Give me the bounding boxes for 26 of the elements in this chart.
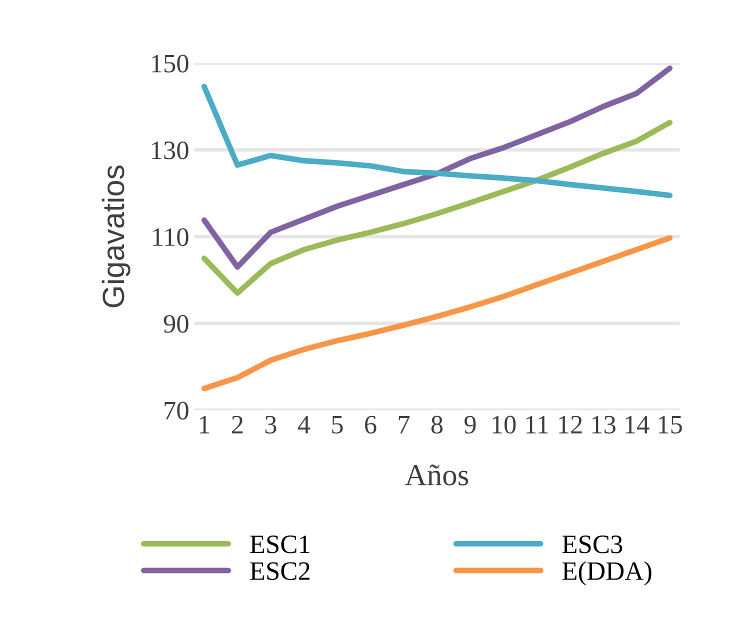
x-axis-title: Años: [405, 464, 468, 486]
x-tick-label: 3: [265, 416, 276, 434]
x-tick-label: 4: [298, 416, 310, 434]
x-tick-label: 8: [431, 416, 443, 434]
x-tick-label: 5: [332, 416, 343, 434]
y-axis-title: Gigavatios: [102, 166, 130, 308]
x-tick-label: 14: [626, 416, 650, 434]
y-tick-label: 70: [164, 402, 188, 420]
x-tick-label: 2: [232, 416, 243, 434]
x-tick-label: 11: [526, 416, 548, 434]
y-tick-label: 130: [152, 141, 188, 160]
x-tick-label: 1: [200, 416, 210, 434]
x-tick-label: 9: [464, 416, 476, 434]
y-tick-label: 110: [153, 228, 188, 246]
x-tick-label: 13: [592, 416, 616, 434]
x-tick-label: 10: [492, 416, 516, 434]
legend-label: ESC3: [562, 536, 622, 554]
y-tick-label: 90: [164, 314, 188, 333]
x-tick-label: 6: [365, 416, 376, 434]
x-tick-label: 7: [398, 416, 410, 434]
legend-label: E(DDA): [562, 561, 652, 586]
y-tick-label: 150: [152, 54, 188, 73]
x-tick-label: 12: [559, 416, 582, 434]
legend-label: ESC1: [250, 536, 310, 554]
legend-label: ESC2: [250, 562, 310, 580]
x-tick-label: 15: [658, 416, 682, 434]
